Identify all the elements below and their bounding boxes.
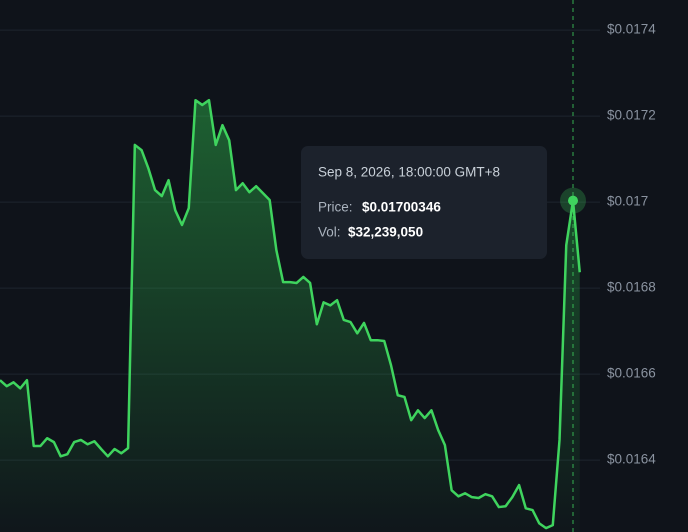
y-tick-label: $0.0168 <box>607 280 656 295</box>
price-line <box>0 98 581 530</box>
tooltip: Sep 8, 2026, 18:00:00 GMT+8 Price: $0.01… <box>301 146 547 259</box>
tooltip-date: Sep 8, 2026, 18:00:00 GMT+8 <box>318 165 500 180</box>
area <box>0 100 580 532</box>
tooltip-vol-label: Vol: <box>318 225 341 240</box>
y-tick-label: $0.0172 <box>607 108 656 123</box>
tooltip-price-label: Price: <box>318 200 353 215</box>
hover-point <box>568 195 578 206</box>
y-tick-label: $0.017 <box>607 194 648 209</box>
y-tick-label: $0.0166 <box>607 366 656 381</box>
tooltip-vol: $32,239,050 <box>348 225 423 240</box>
tooltip-price: $0.01700346 <box>362 200 441 215</box>
y-tick-label: $0.0174 <box>607 22 656 37</box>
y-tick-label: $0.0164 <box>607 452 656 467</box>
tooltip-box <box>301 146 547 259</box>
